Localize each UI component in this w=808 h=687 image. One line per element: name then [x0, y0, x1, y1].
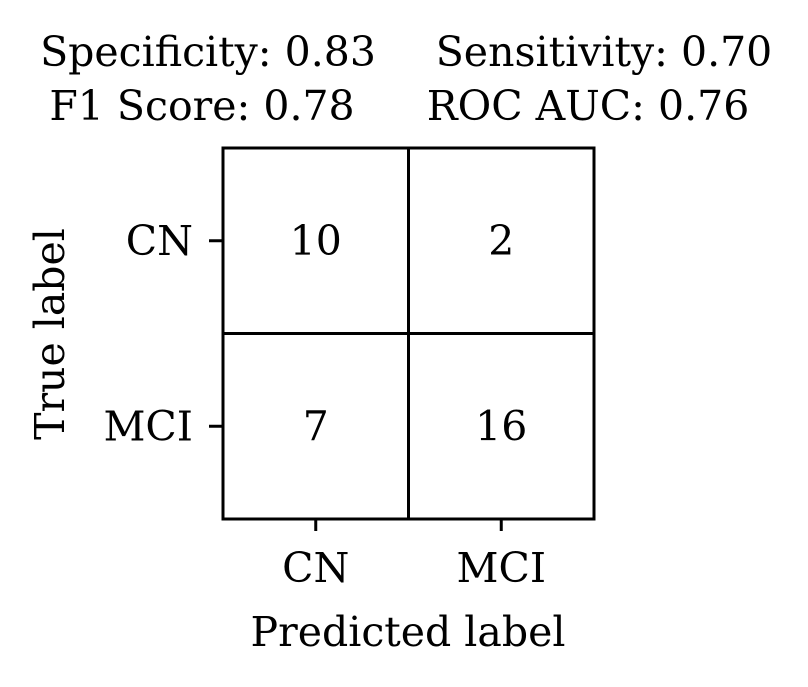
matrix-cell [221, 332, 410, 521]
title-f1-score: F1 Score: 0.78 [49, 82, 354, 130]
x-tick-label: CN [282, 544, 349, 592]
title-roc-auc: ROC AUC: 0.76 [427, 82, 750, 130]
cell-value-label: 16 [475, 402, 527, 450]
cell-value-label: 10 [290, 217, 342, 265]
matrix-cell [407, 332, 596, 521]
x-tick-label: MCI [456, 544, 546, 592]
y-axis-label: True label [26, 228, 74, 440]
matrix-cell [407, 146, 596, 335]
title-sensitivity: Sensitivity: 0.70 [436, 28, 773, 76]
cell-value-label: 2 [488, 217, 514, 265]
y-tick-label: MCI [103, 402, 193, 450]
y-ticks: CN MCI [103, 217, 223, 450]
title: Specificity: 0.83 Sensitivity: 0.70 F1 S… [40, 28, 772, 130]
x-ticks: CN MCI [282, 519, 546, 592]
matrix-cells: 10 2 7 16 [221, 146, 596, 521]
matrix-cell [221, 146, 410, 335]
cell-value-label: 7 [303, 402, 329, 450]
y-tick-label: CN [126, 217, 193, 265]
x-axis-label: Predicted label [251, 608, 566, 656]
title-specificity: Specificity: 0.83 [40, 28, 376, 76]
